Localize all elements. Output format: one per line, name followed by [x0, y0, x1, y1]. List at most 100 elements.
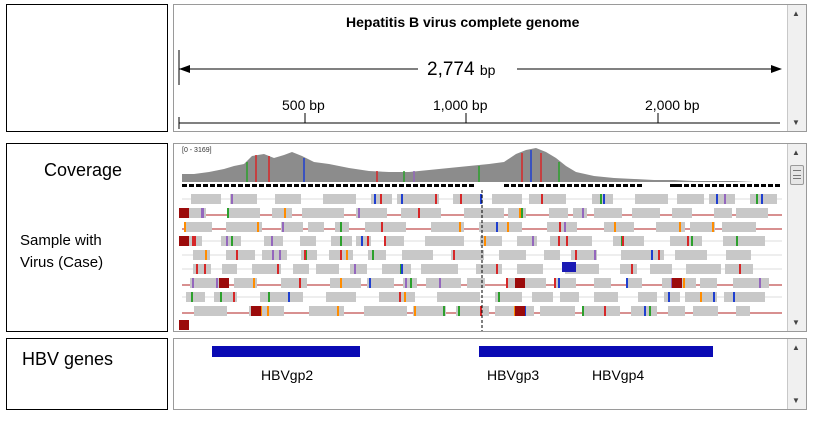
read: [686, 264, 721, 274]
read: [724, 292, 765, 302]
read: [571, 250, 597, 260]
read: [453, 194, 483, 204]
scroll-up-icon[interactable]: ▲: [792, 343, 800, 352]
mismatch: [191, 292, 193, 302]
downsample-mark: [775, 184, 780, 187]
read: [230, 194, 257, 204]
read: [184, 222, 212, 232]
downsample-mark: [532, 184, 537, 187]
read: [194, 306, 227, 316]
mismatch: [614, 222, 616, 232]
mismatch: [541, 194, 543, 204]
scroll-down-icon[interactable]: ▼: [792, 396, 800, 405]
read: [722, 222, 756, 232]
downsample-mark: [301, 184, 306, 187]
downsample-mark: [504, 184, 509, 187]
downsample-mark: [712, 184, 717, 187]
read: [592, 194, 613, 204]
genes-scrollbar[interactable]: ▲ ▼: [787, 339, 806, 409]
downsample-mark: [670, 184, 680, 187]
downsample-mark: [308, 184, 313, 187]
mismatch: [231, 194, 233, 204]
mismatch: [374, 194, 376, 204]
alignment-scrollbar[interactable]: ▲ ▼: [787, 144, 806, 331]
alignment-graphic: [179, 148, 782, 331]
mismatch: [272, 250, 274, 260]
downsample-mark: [350, 184, 355, 187]
mismatch: [480, 306, 482, 316]
clipped-read: [179, 208, 189, 218]
coverage-row-bg: [7, 144, 167, 186]
mismatch: [401, 194, 403, 204]
mismatch: [257, 222, 259, 232]
ruler-scrollbar[interactable]: ▲ ▼: [787, 5, 806, 131]
read: [356, 236, 371, 246]
ruler-graphic: [178, 50, 782, 129]
genes-panel: HBVgp2 HBVgp3 HBVgp4 ▲ ▼: [173, 338, 807, 410]
downsample-mark: [518, 184, 523, 187]
coverage-label[interactable]: Coverage: [44, 160, 123, 180]
downsample-mark: [294, 184, 299, 187]
mismatch: [658, 250, 660, 260]
read: [582, 306, 620, 316]
read: [517, 264, 543, 274]
scroll-up-icon[interactable]: ▲: [792, 148, 800, 157]
read: [356, 208, 387, 218]
mismatch: [226, 236, 228, 246]
downsample-mark: [609, 184, 614, 187]
mismatch: [631, 264, 633, 274]
arrow-left-icon: [179, 65, 190, 73]
read: [222, 264, 237, 274]
mismatch: [679, 222, 681, 232]
gene-bar-HBVgp3-4[interactable]: [479, 346, 713, 357]
reads-label[interactable]: Sample with Virus (Case): [20, 232, 104, 271]
read: [184, 208, 206, 218]
mismatch: [202, 208, 204, 218]
read: [635, 194, 668, 204]
mismatch: [253, 278, 255, 288]
mismatch: [205, 250, 207, 260]
read: [326, 292, 356, 302]
read: [191, 194, 221, 204]
read: [382, 264, 411, 274]
scroll-thumb[interactable]: [790, 165, 804, 185]
mismatch: [649, 306, 651, 316]
downsample-mark: [287, 184, 292, 187]
mismatch: [622, 236, 624, 246]
mismatch: [564, 222, 566, 232]
mismatch: [194, 236, 196, 246]
mismatch: [340, 250, 342, 260]
mismatch: [227, 208, 229, 218]
mismatch: [603, 194, 605, 204]
mismatch: [460, 194, 462, 204]
read: [613, 236, 644, 246]
read: [309, 306, 344, 316]
mismatch: [683, 278, 685, 288]
tick-500: 500 bp: [282, 97, 325, 113]
read: [670, 236, 702, 246]
mismatch: [439, 278, 441, 288]
genes-label[interactable]: HBV genes: [22, 349, 114, 369]
scroll-down-icon[interactable]: ▼: [792, 118, 800, 127]
scroll-up-icon[interactable]: ▲: [792, 9, 800, 18]
span-label: 2,774 bp: [424, 59, 499, 81]
read: [456, 306, 489, 316]
insertion-block: [562, 262, 576, 272]
read: [275, 194, 301, 204]
downsample-mark: [336, 184, 341, 187]
downsample-mark: [182, 184, 187, 187]
gene-label-HBVgp3: HBVgp3: [487, 367, 540, 383]
gene-bar-HBVgp2[interactable]: [212, 346, 360, 357]
arrow-right-icon: [771, 65, 782, 73]
read: [540, 306, 575, 316]
mismatch: [558, 236, 560, 246]
read: [714, 208, 732, 218]
mismatch: [554, 278, 556, 288]
scroll-down-icon[interactable]: ▼: [792, 318, 800, 327]
mismatch: [498, 292, 500, 302]
mismatch: [354, 264, 356, 274]
read: [565, 264, 599, 274]
read: [700, 278, 717, 288]
read: [323, 194, 356, 204]
mismatch: [594, 250, 596, 260]
